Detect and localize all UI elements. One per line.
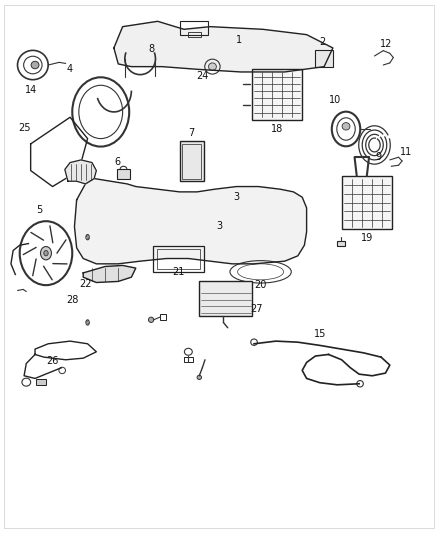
Text: 9: 9 <box>376 152 382 162</box>
Text: 2: 2 <box>319 37 325 47</box>
Ellipse shape <box>44 251 48 256</box>
Polygon shape <box>65 160 96 184</box>
Ellipse shape <box>148 317 154 322</box>
Text: 4: 4 <box>67 64 73 74</box>
Text: 18: 18 <box>271 124 283 134</box>
Bar <box>117 169 130 179</box>
Bar <box>199 281 252 316</box>
Text: 11: 11 <box>399 147 412 157</box>
Text: 6: 6 <box>114 157 120 167</box>
Text: 3: 3 <box>216 221 222 231</box>
Bar <box>184 357 193 362</box>
Text: 7: 7 <box>188 128 194 138</box>
Bar <box>180 141 204 181</box>
Bar <box>180 21 208 35</box>
Text: 26: 26 <box>46 356 59 366</box>
Ellipse shape <box>31 61 39 69</box>
Bar <box>252 69 302 120</box>
Text: 25: 25 <box>18 123 30 133</box>
Text: 12: 12 <box>380 39 392 49</box>
Text: 14: 14 <box>25 85 37 95</box>
Text: 22: 22 <box>79 279 92 289</box>
Text: 5: 5 <box>36 205 42 215</box>
Text: 28: 28 <box>66 295 78 305</box>
Ellipse shape <box>197 375 201 379</box>
Text: 21: 21 <box>173 267 185 277</box>
Ellipse shape <box>342 123 350 130</box>
Bar <box>157 249 200 269</box>
Ellipse shape <box>86 320 89 325</box>
Bar <box>188 32 201 37</box>
Text: 20: 20 <box>254 280 267 290</box>
Bar <box>36 379 46 385</box>
Bar <box>342 176 392 229</box>
Text: 15: 15 <box>314 329 326 339</box>
Bar <box>182 144 201 179</box>
Bar <box>337 241 345 246</box>
Text: 3: 3 <box>233 192 240 202</box>
Text: 27: 27 <box>251 304 263 314</box>
Ellipse shape <box>86 235 89 240</box>
Bar <box>315 50 333 67</box>
Text: 24: 24 <box>196 71 208 81</box>
Polygon shape <box>83 265 136 282</box>
Ellipse shape <box>40 246 52 260</box>
Polygon shape <box>74 179 307 264</box>
Text: 10: 10 <box>329 95 341 106</box>
Bar <box>153 246 204 272</box>
Text: 1: 1 <box>236 35 242 45</box>
Text: 8: 8 <box>148 44 154 54</box>
Bar <box>160 314 166 320</box>
Ellipse shape <box>208 63 216 70</box>
Polygon shape <box>114 21 333 72</box>
Text: 19: 19 <box>361 233 373 243</box>
